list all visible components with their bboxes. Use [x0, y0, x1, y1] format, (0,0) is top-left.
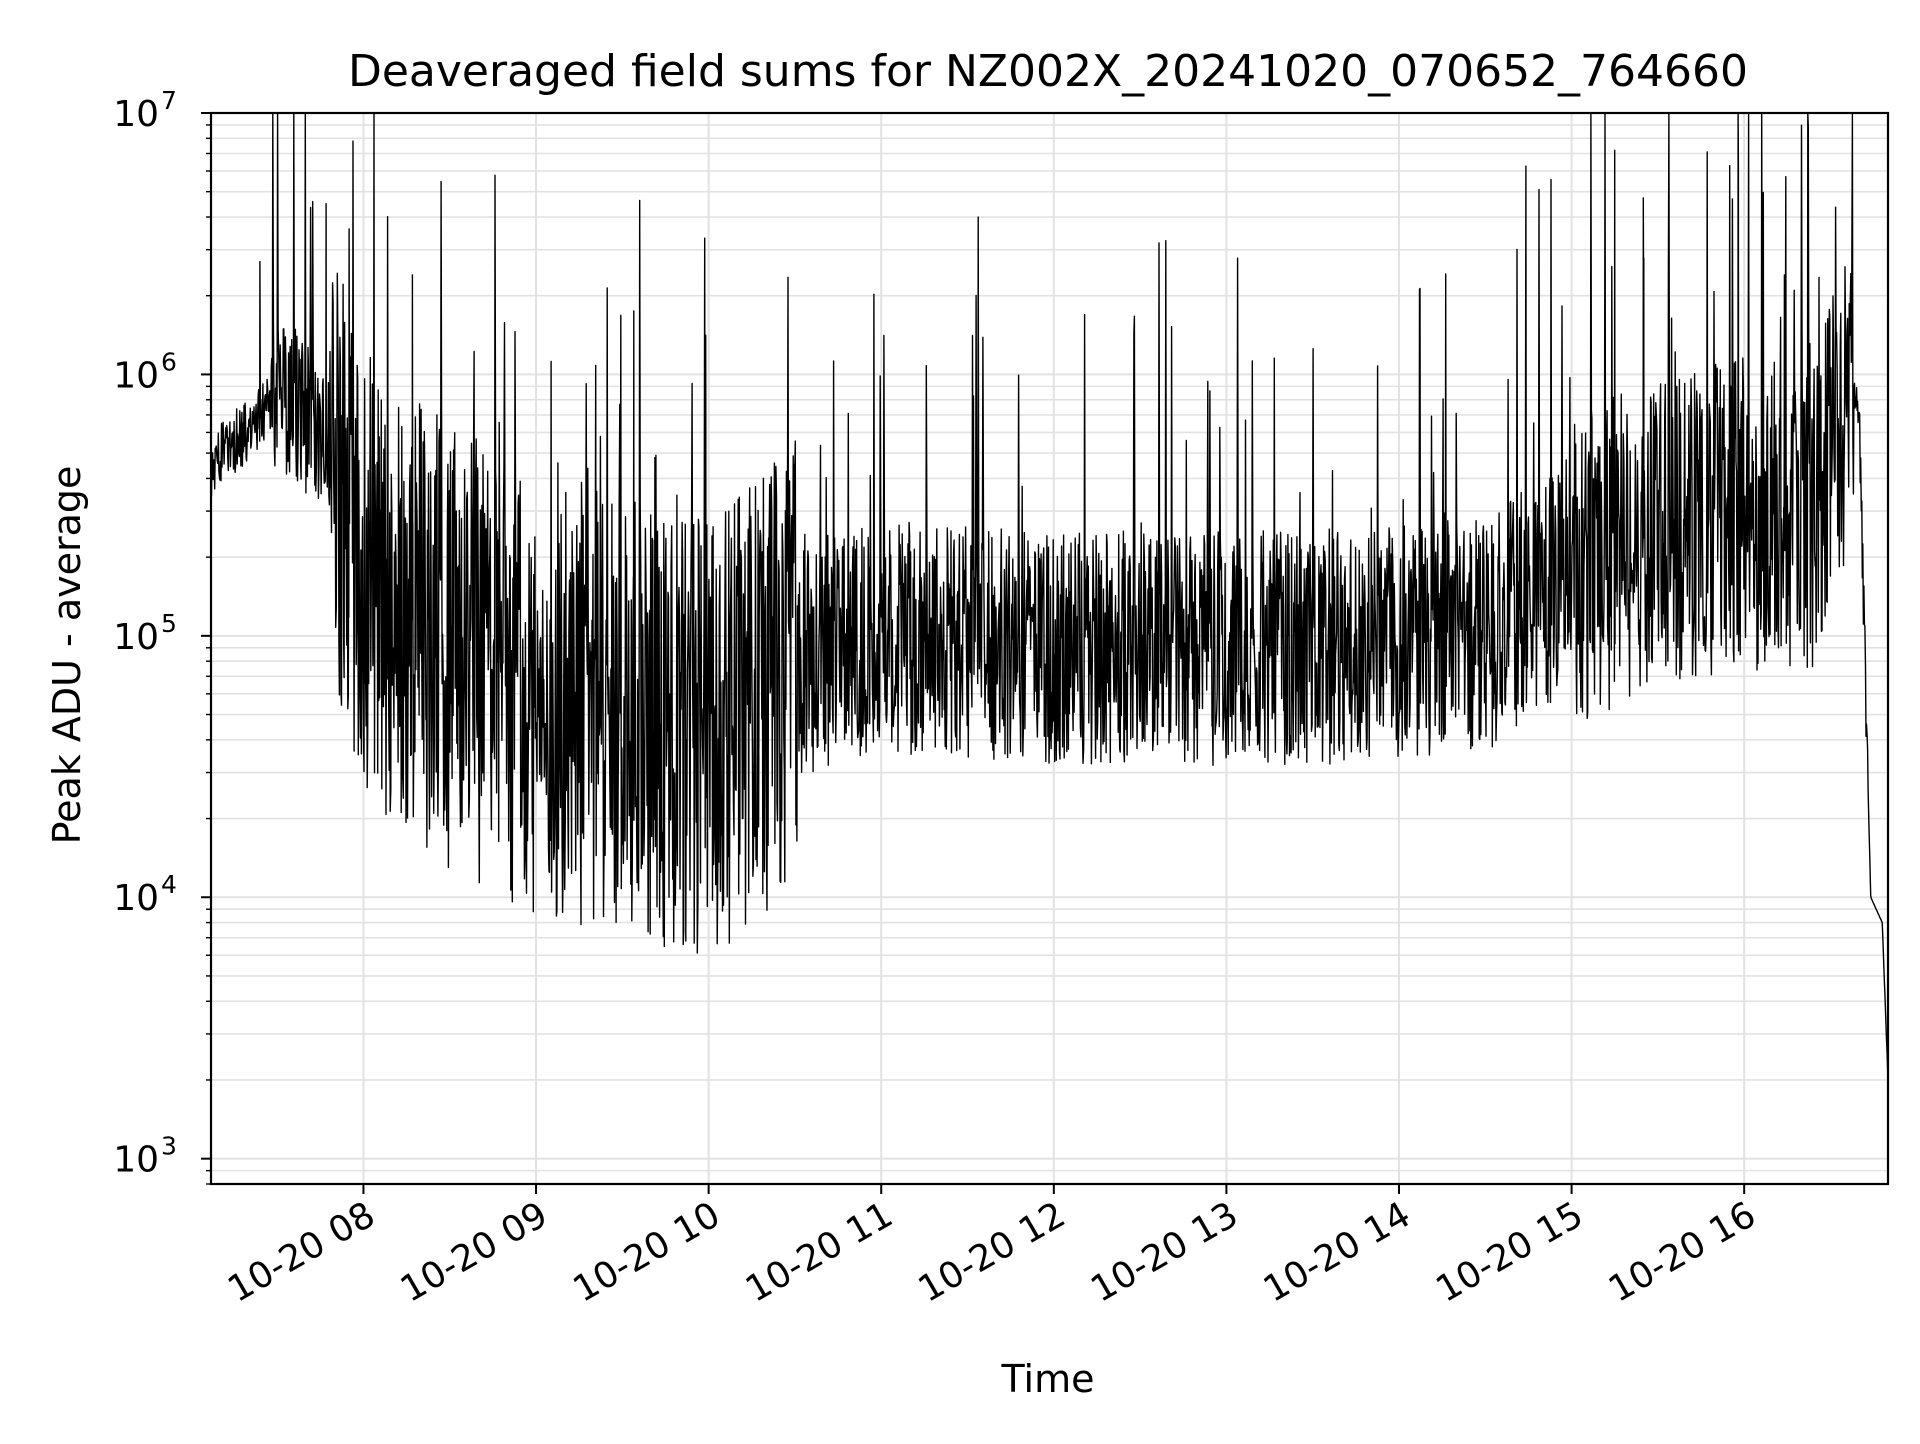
y-tick-exponent: 5	[161, 609, 177, 638]
y-axis-label: Peak ADU - average	[45, 466, 89, 845]
chart-title: Deaveraged field sums for NZ002X_2024102…	[348, 46, 1748, 97]
y-tick-label: 10	[113, 617, 159, 658]
y-tick-exponent: 3	[161, 1132, 177, 1161]
y-tick-label: 10	[113, 94, 159, 135]
y-tick-label: 10	[113, 1140, 159, 1181]
x-tick-label: 10-20 16	[1602, 1194, 1763, 1310]
x-axis-label: Time	[1001, 1357, 1095, 1401]
x-tick-label: 10-20 11	[739, 1194, 900, 1310]
x-tick-label: 10-20 12	[912, 1194, 1073, 1310]
x-tick-label: 10-20 15	[1429, 1194, 1590, 1310]
plot-area	[210, 112, 1889, 1081]
y-tick-exponent: 4	[161, 870, 177, 899]
x-tick-label: 10-20 08	[221, 1194, 382, 1310]
x-tick-label: 10-20 14	[1257, 1194, 1418, 1310]
x-tick-label: 10-20 09	[394, 1194, 555, 1310]
y-tick-exponent: 7	[161, 86, 177, 115]
x-tick-label: 10-20 13	[1084, 1194, 1245, 1310]
y-tick-label: 10	[113, 878, 159, 919]
x-tick-label: 10-20 10	[566, 1194, 727, 1310]
axes-frame	[209, 111, 1890, 1186]
series-line	[210, 112, 1889, 1081]
y-tick-label: 10	[113, 355, 159, 396]
y-tick-exponent: 6	[161, 347, 177, 376]
